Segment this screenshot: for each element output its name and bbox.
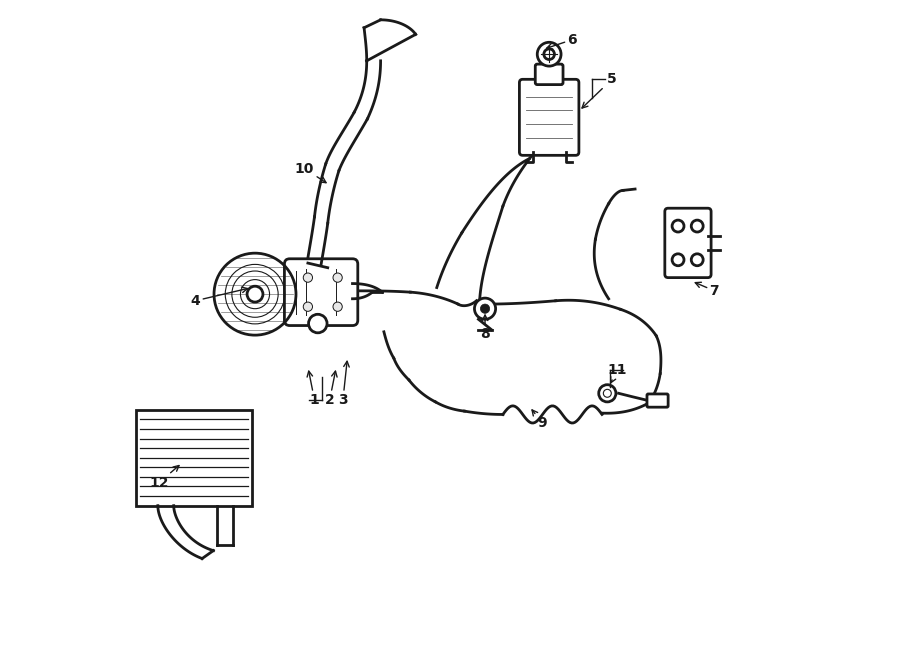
Circle shape bbox=[544, 49, 554, 59]
Circle shape bbox=[481, 304, 490, 313]
Circle shape bbox=[672, 220, 684, 232]
Text: 9: 9 bbox=[532, 410, 547, 430]
Circle shape bbox=[691, 254, 703, 266]
Circle shape bbox=[691, 220, 703, 232]
Circle shape bbox=[303, 273, 312, 282]
Circle shape bbox=[333, 302, 342, 311]
Circle shape bbox=[598, 385, 616, 402]
FancyBboxPatch shape bbox=[536, 64, 563, 85]
Text: 11: 11 bbox=[608, 363, 627, 383]
Text: 3: 3 bbox=[338, 362, 349, 407]
Circle shape bbox=[303, 302, 312, 311]
Circle shape bbox=[672, 254, 684, 266]
FancyBboxPatch shape bbox=[519, 79, 579, 155]
Circle shape bbox=[248, 286, 263, 302]
Bar bbox=[136, 410, 252, 506]
FancyBboxPatch shape bbox=[647, 394, 668, 407]
Circle shape bbox=[474, 298, 496, 319]
Text: 4: 4 bbox=[191, 287, 248, 308]
Text: 8: 8 bbox=[481, 315, 490, 341]
Text: 6: 6 bbox=[546, 32, 577, 49]
Circle shape bbox=[333, 273, 342, 282]
FancyBboxPatch shape bbox=[665, 208, 711, 278]
Text: 1: 1 bbox=[307, 371, 320, 407]
Text: 2: 2 bbox=[325, 371, 338, 407]
Text: 10: 10 bbox=[295, 161, 326, 182]
Circle shape bbox=[309, 314, 327, 332]
Text: 5: 5 bbox=[582, 72, 617, 108]
Text: 7: 7 bbox=[695, 282, 719, 298]
Circle shape bbox=[537, 42, 561, 66]
FancyBboxPatch shape bbox=[284, 258, 358, 325]
Text: 12: 12 bbox=[149, 465, 179, 490]
